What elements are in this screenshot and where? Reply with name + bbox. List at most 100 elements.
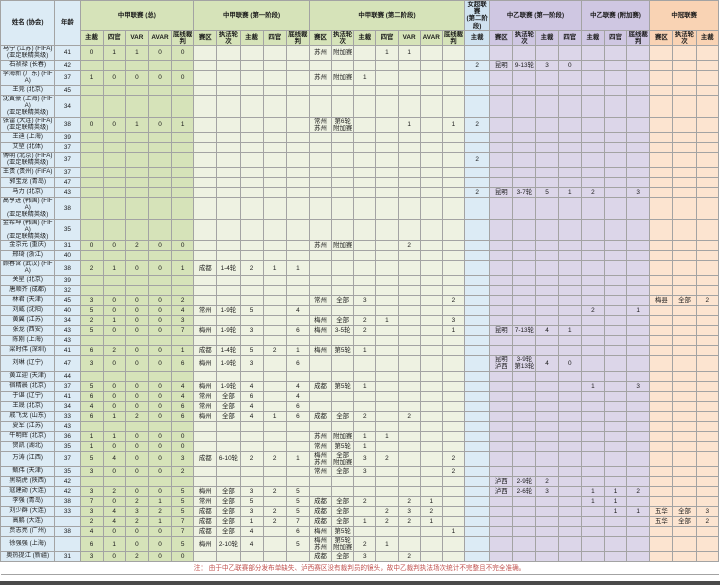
age-cell: 39 xyxy=(54,275,81,287)
stat-cell xyxy=(626,430,651,442)
stat-cell xyxy=(262,218,287,242)
stat-cell xyxy=(489,151,514,168)
stat-cell: 2 xyxy=(124,496,149,507)
stat-cell xyxy=(626,551,651,563)
stat-cell xyxy=(308,486,333,497)
stat-cell xyxy=(464,390,491,402)
stat-cell xyxy=(626,420,651,432)
stat-cell xyxy=(672,476,697,487)
stat-cell xyxy=(102,370,126,382)
stat-cell xyxy=(262,196,287,220)
stat-cell xyxy=(285,84,310,96)
stat-cell xyxy=(331,84,355,96)
stat-cell xyxy=(672,141,697,153)
stat-cell: 6 xyxy=(171,355,195,372)
stat-cell xyxy=(626,450,651,468)
stat-cell xyxy=(464,295,491,307)
stat-cell: 梅州 xyxy=(308,315,333,327)
stat-cell: 0 xyxy=(147,535,173,553)
referee-name-cell: 李海新 (广东) (FIFA) xyxy=(0,69,56,86)
stat-cell xyxy=(375,295,399,307)
stat-cell xyxy=(285,285,310,297)
age-cell: 41 xyxy=(54,390,81,402)
col-header-g5-0: 主裁 xyxy=(580,29,605,47)
stat-cell xyxy=(489,218,514,242)
stat-cell xyxy=(695,285,720,297)
stat-cell xyxy=(603,526,628,537)
stat-cell: 7 xyxy=(171,526,195,537)
stat-cell: 3 xyxy=(353,466,377,477)
stat-cell xyxy=(216,551,241,563)
stat-cell: 0 xyxy=(147,325,173,337)
stat-cell xyxy=(102,84,126,96)
stat-cell xyxy=(239,295,264,307)
referee-row: 甄伟 (天津) 35 3 0 0 0 2 常州 全部 3 2 xyxy=(0,466,720,477)
stat-cell xyxy=(216,466,241,477)
stat-cell xyxy=(171,370,195,382)
stat-cell xyxy=(239,131,264,143)
stat-cell xyxy=(331,151,355,168)
stat-cell xyxy=(79,186,104,198)
stat-cell: 4 xyxy=(171,380,195,392)
stat-cell xyxy=(489,275,514,287)
stat-cell xyxy=(649,186,674,198)
stat-cell: 1 xyxy=(102,260,126,277)
stat-cell xyxy=(603,535,628,553)
stat-cell xyxy=(489,260,514,277)
stat-cell xyxy=(239,84,264,96)
stat-cell xyxy=(124,476,149,487)
stat-cell xyxy=(419,466,443,477)
stat-cell xyxy=(397,84,421,96)
age-cell: 37 xyxy=(54,151,81,168)
referee-name-cell: 唐顺齐 (成都) xyxy=(0,285,56,297)
stat-cell xyxy=(672,186,697,198)
referee-row: 奥热提江 (新疆) 31 3 0 2 0 0 成都 全部 3 2 xyxy=(0,551,720,563)
stat-cell xyxy=(649,166,674,178)
stat-cell: 5 xyxy=(535,186,559,198)
stat-cell xyxy=(102,196,126,220)
stat-cell xyxy=(171,285,195,297)
stat-cell xyxy=(649,196,674,220)
stat-cell xyxy=(626,466,651,477)
stat-cell: 1 xyxy=(441,116,466,133)
stat-cell: 2 xyxy=(397,516,421,527)
col-header-g2-5: AVAR xyxy=(419,29,443,47)
stat-cell xyxy=(397,250,421,262)
stat-cell xyxy=(441,440,466,452)
stat-cell xyxy=(193,45,218,61)
stat-cell xyxy=(672,325,697,337)
stat-cell: 2 xyxy=(124,516,149,527)
stat-cell xyxy=(649,59,674,71)
stat-cell: 2 xyxy=(580,305,605,317)
referee-name-cell: 宿精晨 (北京) xyxy=(0,380,56,392)
stat-cell xyxy=(557,218,582,242)
stat-cell: 2 xyxy=(353,496,377,507)
stat-cell: 第5轮 xyxy=(331,440,355,452)
stat-cell xyxy=(331,305,355,317)
stat-cell: 附加赛 xyxy=(331,240,355,252)
stat-cell xyxy=(308,305,333,317)
stat-cell xyxy=(557,335,582,347)
stat-cell xyxy=(557,410,582,422)
stat-cell xyxy=(441,390,466,402)
col-header-g5-1: 四官 xyxy=(603,29,628,47)
stat-cell xyxy=(308,196,333,220)
stat-cell xyxy=(397,59,421,71)
stat-cell: 全部 xyxy=(216,526,241,537)
stat-cell xyxy=(147,476,173,487)
stat-cell: 2 xyxy=(441,450,466,468)
stat-cell xyxy=(308,285,333,297)
stat-cell xyxy=(626,410,651,422)
stat-cell: 0 xyxy=(171,69,195,86)
stat-cell xyxy=(603,335,628,347)
stat-cell xyxy=(535,151,559,168)
referee-name-cell: 王晟 (北京) xyxy=(0,400,56,412)
stat-cell xyxy=(375,84,399,96)
stat-cell xyxy=(512,240,537,252)
stat-cell: 泸西 xyxy=(489,476,514,487)
stat-cell xyxy=(603,131,628,143)
stat-cell: 成都 xyxy=(193,516,218,527)
referee-row: 戚飞戈 (山东) 33 6 1 2 0 6 梅州 全部 4 1 6 成都 全部 2 2 xyxy=(0,410,720,422)
stat-cell xyxy=(672,94,697,118)
stat-cell xyxy=(603,285,628,297)
